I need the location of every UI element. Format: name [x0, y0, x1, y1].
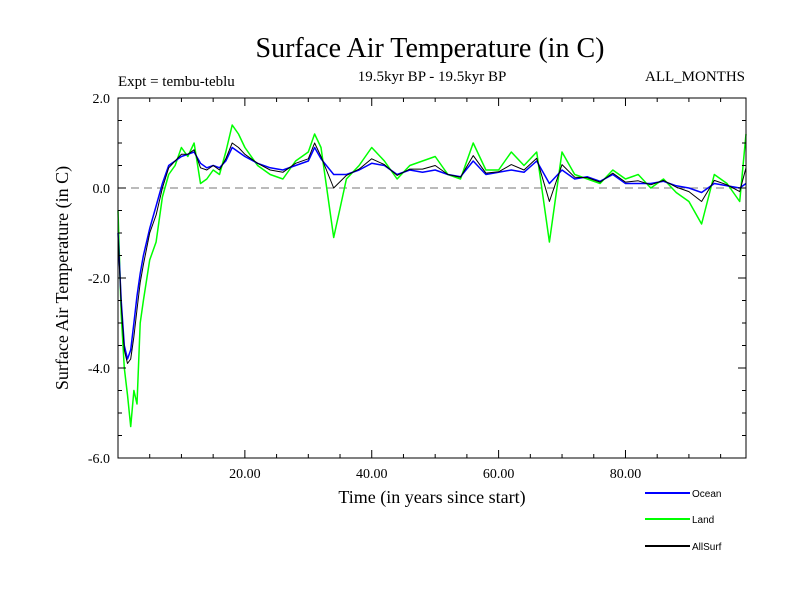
y-tick-label: 0.0 — [93, 182, 111, 197]
expt-label: Expt = tembu-teblu — [118, 74, 235, 90]
y-tick-label: 2.0 — [93, 92, 111, 107]
x-tick-label: 60.00 — [483, 467, 515, 482]
chart-title: Surface Air Temperature (in C) — [256, 33, 605, 64]
y-tick-label: -6.0 — [88, 452, 110, 467]
period-label: 19.5kyr BP - 19.5kyr BP — [358, 69, 507, 85]
series-line-allsurf — [117, 142, 747, 364]
legend-label-allsurf: AllSurf — [692, 542, 722, 553]
series-layer — [117, 124, 747, 428]
x-axis: 20.00 40.00 60.00 80.00 — [149, 98, 722, 482]
legend: Ocean Land AllSurf — [645, 489, 722, 553]
x-tick-label: 20.00 — [229, 467, 261, 482]
months-label: ALL_MONTHS — [645, 69, 745, 85]
y-tick-label: -2.0 — [88, 272, 110, 287]
y-axis: 2.0 0.0 -2.0 -4.0 -6.0 — [88, 92, 746, 467]
legend-label-land: Land — [692, 515, 714, 526]
series-line-ocean — [117, 146, 747, 360]
x-tick-label: 80.00 — [610, 467, 642, 482]
y-axis-label: Surface Air Temperature (in C) — [52, 166, 73, 390]
x-axis-label: Time (in years since start) — [338, 487, 525, 508]
series-line-land — [117, 124, 747, 428]
legend-label-ocean: Ocean — [692, 489, 721, 500]
x-tick-label: 40.00 — [356, 467, 388, 482]
y-tick-label: -4.0 — [88, 362, 110, 377]
